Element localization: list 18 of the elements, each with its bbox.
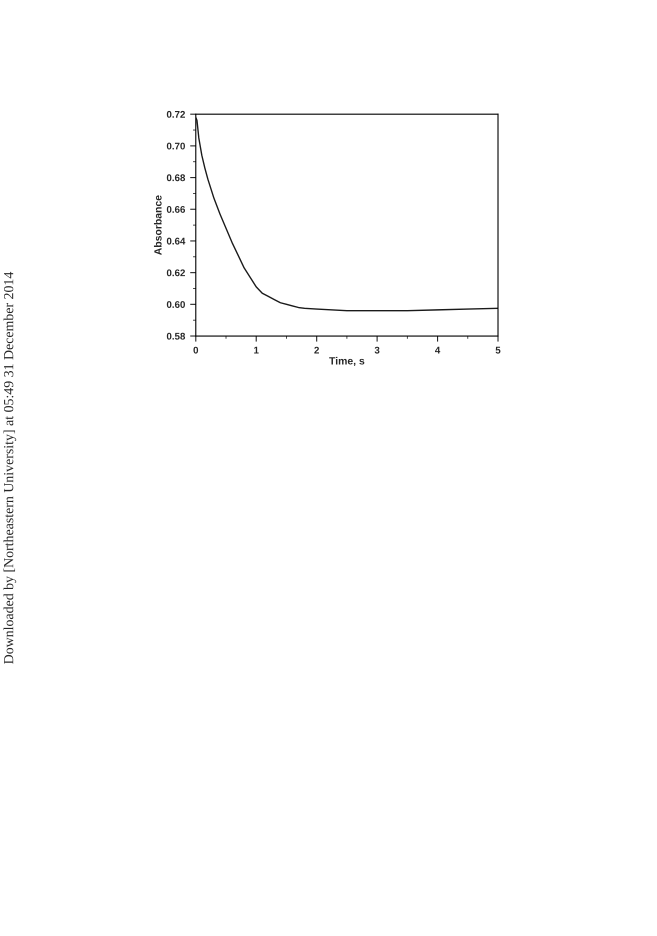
- y-axis-title: Absorbance: [154, 195, 162, 255]
- x-tick-label: 0: [193, 346, 198, 354]
- y-tick-label: 0.64: [166, 238, 186, 245]
- x-tick-label: 1: [254, 346, 259, 354]
- x-axis-title: Time, s: [329, 356, 364, 366]
- y-tick-label: 0.70: [166, 142, 185, 150]
- y-tick-label: 0.62: [166, 269, 185, 276]
- x-tick-label: 2: [314, 346, 319, 354]
- y-tick-label: 0.68: [166, 174, 186, 182]
- y-tick-label: 0.60: [166, 301, 185, 308]
- y-tick-label: 0.72: [166, 110, 185, 118]
- text: Downloaded by [Northeastern University] at 05:49 31 December 2014: [4, 272, 16, 664]
- x-tick-label: 4: [435, 346, 440, 354]
- y-tick-label: 0.58: [166, 332, 186, 340]
- y-tick-label: 0.66: [166, 206, 186, 213]
- line-series: [196, 116, 498, 312]
- x-tick-label: 5: [496, 346, 500, 354]
- x-tick-label: 3: [374, 346, 380, 354]
